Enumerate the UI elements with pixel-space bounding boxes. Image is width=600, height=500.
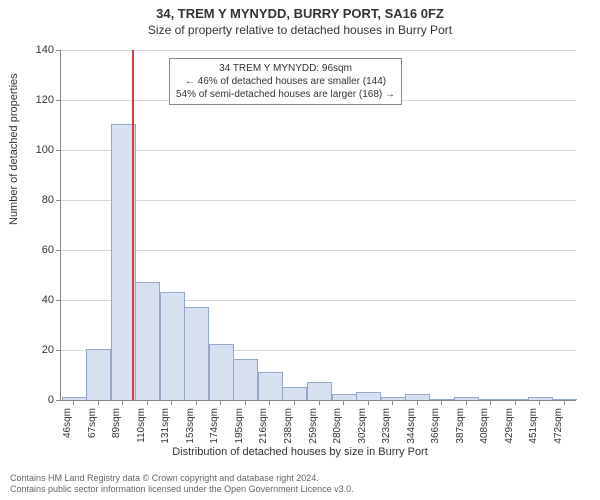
y-tick-label: 60 (42, 244, 54, 256)
y-tick-mark (56, 250, 61, 251)
x-tick-mark (564, 400, 565, 405)
y-tick-mark (56, 400, 61, 401)
bar (528, 397, 553, 401)
bar (454, 397, 479, 401)
y-tick-mark (56, 350, 61, 351)
x-tick-label: 472sqm (553, 408, 564, 444)
x-tick-label: 153sqm (185, 408, 196, 444)
gridline (61, 50, 576, 51)
x-tick-mark (466, 400, 467, 405)
reference-line (132, 50, 134, 400)
y-tick-mark (56, 150, 61, 151)
chart-container: 34, TREM Y MYNYDD, BURRY PORT, SA16 0FZ … (0, 0, 600, 500)
x-tick-label: 302sqm (357, 408, 368, 444)
x-tick-label: 46sqm (62, 408, 73, 438)
y-tick-label: 140 (36, 44, 54, 56)
bar (381, 397, 406, 401)
x-tick-mark (294, 400, 295, 405)
y-axis-label: Number of detached properties (8, 73, 20, 225)
x-tick-mark (515, 400, 516, 405)
bar (160, 292, 185, 401)
bar (552, 399, 577, 400)
bar (86, 349, 111, 400)
bar (135, 282, 160, 401)
annotation-line: ← 46% of detached houses are smaller (14… (176, 75, 395, 88)
x-tick-mark (269, 400, 270, 405)
y-tick-mark (56, 200, 61, 201)
chart-title-sub: Size of property relative to detached ho… (0, 21, 600, 37)
bar (62, 397, 87, 401)
y-tick-label: 20 (42, 344, 54, 356)
bar (233, 359, 258, 400)
x-tick-label: 408sqm (479, 408, 490, 444)
gridline (61, 250, 576, 251)
gridline (61, 200, 576, 201)
x-tick-label: 238sqm (283, 408, 294, 444)
x-tick-label: 216sqm (258, 408, 269, 444)
x-tick-mark (441, 400, 442, 405)
y-tick-mark (56, 100, 61, 101)
bar (479, 399, 504, 400)
y-tick-label: 100 (36, 144, 54, 156)
annotation-line: 54% of semi-detached houses are larger (… (176, 88, 395, 101)
plot-region: 02040608010012014046sqm67sqm89sqm110sqm1… (60, 50, 576, 401)
x-tick-label: 429sqm (504, 408, 515, 444)
bar (258, 372, 283, 401)
x-tick-mark (392, 400, 393, 405)
x-tick-label: 366sqm (430, 408, 441, 444)
x-tick-label: 344sqm (406, 408, 417, 444)
chart-title-main: 34, TREM Y MYNYDD, BURRY PORT, SA16 0FZ (0, 0, 600, 21)
bar (282, 387, 307, 401)
annotation-box: 34 TREM Y MYNYDD: 96sqm← 46% of detached… (169, 58, 402, 105)
x-tick-mark (343, 400, 344, 405)
annotation-line: 34 TREM Y MYNYDD: 96sqm (176, 62, 395, 75)
bar (332, 394, 357, 400)
bar (430, 399, 455, 400)
x-axis-label: Distribution of detached houses by size … (0, 446, 600, 458)
chart-area: 02040608010012014046sqm67sqm89sqm110sqm1… (60, 50, 575, 400)
x-tick-label: 131sqm (160, 408, 171, 444)
x-tick-label: 259sqm (308, 408, 319, 444)
x-tick-mark (98, 400, 99, 405)
x-tick-mark (368, 400, 369, 405)
x-tick-label: 195sqm (234, 408, 245, 444)
x-tick-label: 387sqm (455, 408, 466, 444)
x-tick-label: 174sqm (209, 408, 220, 444)
y-tick-label: 0 (48, 394, 54, 406)
x-tick-label: 451sqm (528, 408, 539, 444)
x-tick-mark (147, 400, 148, 405)
x-tick-mark (73, 400, 74, 405)
attribution-text: Contains HM Land Registry data © Crown c… (10, 473, 354, 496)
x-tick-mark (196, 400, 197, 405)
bar (184, 307, 209, 401)
attribution-line: Contains public sector information licen… (10, 484, 354, 496)
x-tick-mark (417, 400, 418, 405)
x-tick-label: 67sqm (87, 408, 98, 438)
x-tick-mark (171, 400, 172, 405)
y-tick-mark (56, 50, 61, 51)
y-tick-label: 40 (42, 294, 54, 306)
attribution-line: Contains HM Land Registry data © Crown c… (10, 473, 354, 485)
y-tick-label: 80 (42, 194, 54, 206)
y-tick-label: 120 (36, 94, 54, 106)
x-tick-mark (220, 400, 221, 405)
x-tick-mark (490, 400, 491, 405)
x-tick-label: 110sqm (136, 408, 147, 443)
bar (209, 344, 234, 400)
bar (405, 394, 430, 400)
x-tick-mark (319, 400, 320, 405)
bar (356, 392, 381, 401)
y-tick-mark (56, 300, 61, 301)
gridline (61, 150, 576, 151)
bar (503, 399, 528, 400)
bar (307, 382, 332, 401)
x-tick-label: 89sqm (111, 408, 122, 438)
x-tick-mark (122, 400, 123, 405)
x-tick-label: 280sqm (332, 408, 343, 444)
x-tick-mark (539, 400, 540, 405)
x-tick-mark (245, 400, 246, 405)
x-tick-label: 323sqm (381, 408, 392, 444)
